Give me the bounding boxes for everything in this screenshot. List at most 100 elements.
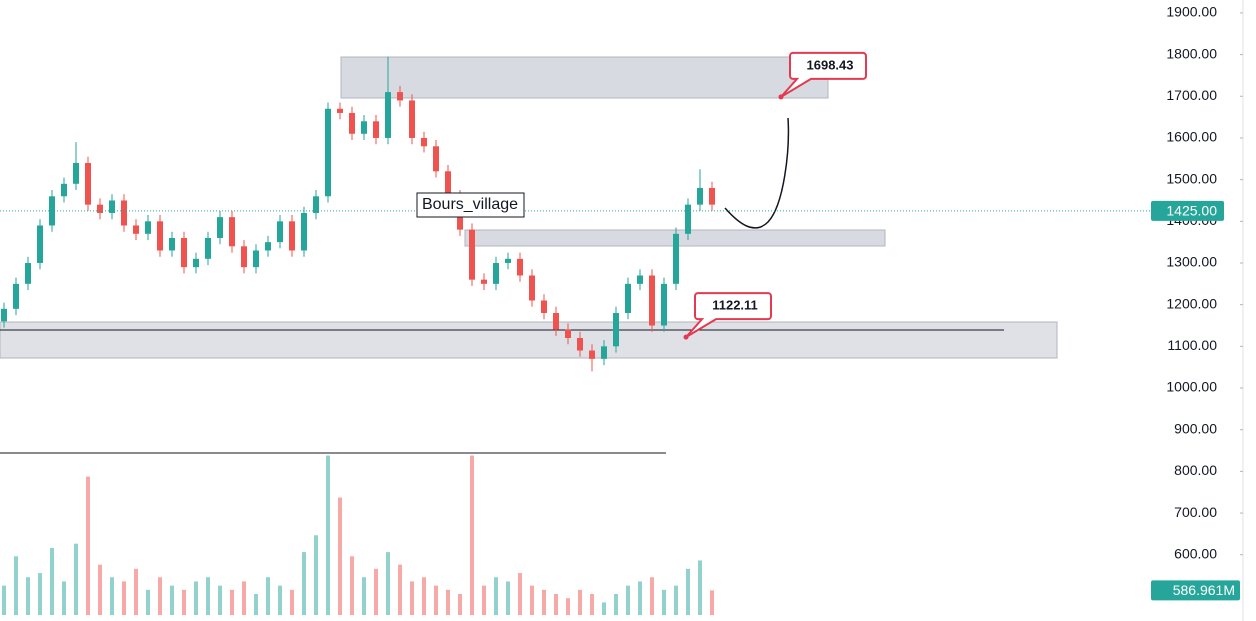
volume-bar xyxy=(530,585,534,615)
volume-bar xyxy=(482,585,486,615)
volume-bar xyxy=(566,598,570,615)
volume-bar xyxy=(2,585,6,615)
volume-bar xyxy=(218,585,222,615)
callout-box xyxy=(780,51,867,98)
volume-bar xyxy=(674,585,678,615)
candle-body xyxy=(601,346,607,359)
candle-body xyxy=(265,242,271,251)
volume-bar xyxy=(350,556,354,615)
last-price-label: 1425.00 xyxy=(1166,203,1217,219)
candle-body xyxy=(709,187,715,205)
volume-bar xyxy=(230,589,234,615)
candle-body xyxy=(313,196,319,213)
volume-bar xyxy=(170,585,174,615)
candle-body xyxy=(421,137,427,147)
volume-bar xyxy=(662,589,666,615)
callout-label: 1122.11 xyxy=(712,298,758,313)
volume-bar xyxy=(62,581,66,615)
candle-body xyxy=(529,275,535,301)
candle-body xyxy=(241,246,247,268)
candle-body xyxy=(385,92,391,138)
candle-body xyxy=(121,200,127,226)
candle-body xyxy=(469,229,475,280)
y-tick-label: 900.00 xyxy=(1174,420,1217,436)
candle-body xyxy=(337,108,343,113)
last-volume-label: 586.961M xyxy=(1173,582,1235,598)
volume-bar xyxy=(650,577,654,615)
candle-body xyxy=(613,313,619,347)
volume-bar xyxy=(122,581,126,615)
y-tick-label: 1900.00 xyxy=(1166,4,1217,20)
candle-body xyxy=(205,237,211,259)
volume-bar xyxy=(458,594,462,615)
volume-bar xyxy=(494,577,498,615)
volume-bar xyxy=(206,577,210,615)
volume-bar xyxy=(50,547,54,615)
volume-bar xyxy=(398,564,402,615)
candle-body xyxy=(625,283,631,314)
y-tick-label: 1200.00 xyxy=(1166,295,1217,311)
callout-box xyxy=(685,292,772,338)
candle-body xyxy=(169,237,175,251)
candle-body xyxy=(637,275,643,284)
candle-body xyxy=(217,217,223,238)
candle-body xyxy=(97,204,103,213)
candle-body xyxy=(301,212,307,251)
candle-body xyxy=(505,258,511,263)
volume-bar xyxy=(254,594,258,615)
volume-bar xyxy=(542,589,546,615)
callout-point xyxy=(683,334,689,340)
y-tick-label: 1800.00 xyxy=(1166,45,1217,61)
candle-body xyxy=(493,262,499,284)
volume-bar xyxy=(422,577,426,615)
candle-body xyxy=(661,283,667,326)
candle-body xyxy=(25,262,31,284)
y-tick-label: 1500.00 xyxy=(1166,170,1217,186)
volume-bar xyxy=(326,455,330,615)
volume-bar xyxy=(26,577,30,615)
volume-bar xyxy=(302,552,306,615)
watermark-box xyxy=(416,192,525,218)
candle-body xyxy=(409,100,415,138)
volume-bar xyxy=(614,594,618,615)
candle-body xyxy=(109,200,115,213)
candle-body xyxy=(577,338,583,351)
candle-body xyxy=(589,350,595,359)
candle-body xyxy=(229,217,235,247)
volume-bar xyxy=(266,577,270,615)
y-tick-label: 1300.00 xyxy=(1166,254,1217,270)
candle-body xyxy=(133,225,139,234)
candle-body xyxy=(445,171,451,197)
y-tick-label: 1100.00 xyxy=(1167,337,1217,353)
volume-bar xyxy=(578,589,582,615)
candle-body xyxy=(361,121,367,134)
projection-curve xyxy=(724,117,790,229)
volume-bar xyxy=(38,573,42,615)
candle-body xyxy=(397,92,403,101)
volume-bar xyxy=(446,589,450,615)
volume-bar xyxy=(590,594,594,615)
candle-body xyxy=(253,250,259,268)
volume-bar xyxy=(710,590,714,615)
candle-body xyxy=(673,233,679,284)
volume-bar xyxy=(314,535,318,615)
candle-body xyxy=(157,221,163,251)
candle-body xyxy=(325,108,331,197)
volume-bar xyxy=(374,568,378,615)
volume-bar xyxy=(338,497,342,615)
candle-body xyxy=(193,258,199,268)
volume-bar xyxy=(410,581,414,615)
candle-body xyxy=(61,183,67,197)
volume-bar xyxy=(86,476,90,615)
volume-bar xyxy=(386,552,390,615)
volume-bar xyxy=(602,602,606,615)
callout-point xyxy=(778,94,784,100)
volume-bar xyxy=(434,585,438,615)
volume-bar xyxy=(626,585,630,615)
y-tick-label: 1700.00 xyxy=(1166,87,1217,103)
candle-body xyxy=(517,258,523,276)
zone xyxy=(340,56,829,99)
last-volume-badge xyxy=(1151,580,1240,601)
volume-bar xyxy=(518,573,522,615)
